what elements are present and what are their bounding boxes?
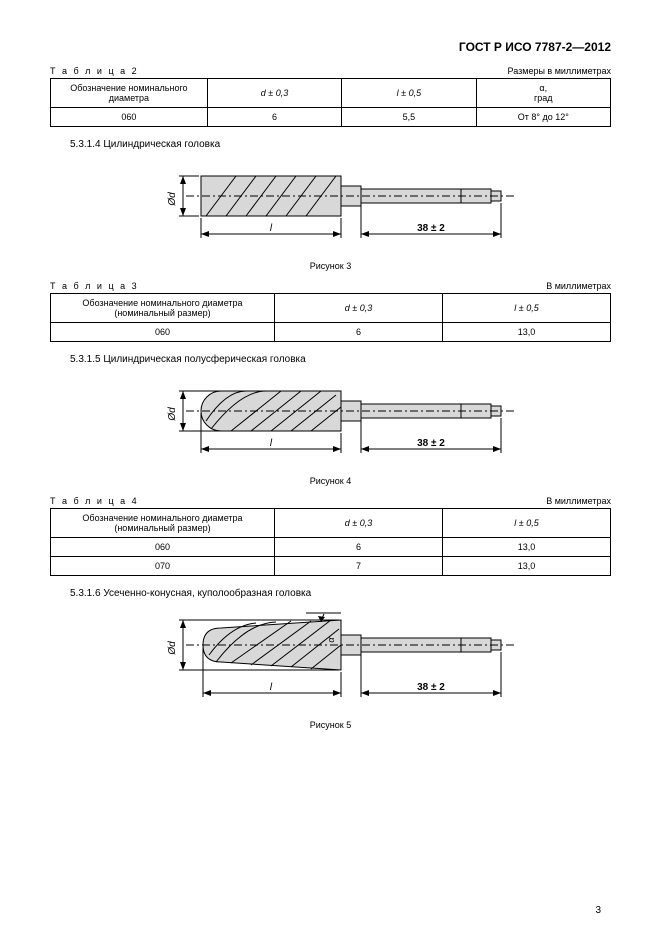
svg-text:Ød: Ød <box>167 407 178 422</box>
svg-text:α: α <box>326 637 336 643</box>
table4-h1: Обозначение номинального диаметра (номин… <box>51 509 275 538</box>
table2-units: Размеры в миллиметрах <box>508 66 611 76</box>
table3-units: В миллиметрах <box>546 281 611 291</box>
svg-text:38 ± 2: 38 ± 2 <box>417 438 445 449</box>
cell: 070 <box>51 557 275 576</box>
table-row: Обозначение номинального диаметра d ± 0,… <box>51 79 611 108</box>
table3-h1: Обозначение номинального диаметра (номин… <box>51 294 275 323</box>
cell: 6 <box>275 323 443 342</box>
table-row: Обозначение номинального диаметра (номин… <box>51 294 611 323</box>
svg-text:Ød: Ød <box>167 192 178 207</box>
svg-text:l: l <box>269 682 272 693</box>
table3: Обозначение номинального диаметра (номин… <box>50 293 611 342</box>
table3-h2: d ± 0,3 <box>275 294 443 323</box>
svg-text:38 ± 2: 38 ± 2 <box>417 682 445 693</box>
cell: 060 <box>51 108 208 127</box>
section-5316-title: 5.3.1.6 Усеченно-конусная, куполообразна… <box>70 588 611 599</box>
cell: 6 <box>275 538 443 557</box>
page-number: 3 <box>595 905 601 916</box>
cell: 13,0 <box>443 557 611 576</box>
svg-text:38 ± 2: 38 ± 2 <box>417 223 445 234</box>
table4-h3: l ± 0,5 <box>443 509 611 538</box>
table-row: Обозначение номинального диаметра (номин… <box>51 509 611 538</box>
figure-4-caption: Рисунок 4 <box>50 476 611 486</box>
doc-header: ГОСТ Р ИСО 7787-2—2012 <box>50 40 611 54</box>
table2-caption: Т а б л и ц а 2 Размеры в миллиметрах <box>50 66 611 76</box>
svg-text:l: l <box>269 438 272 449</box>
cell: 13,0 <box>443 323 611 342</box>
table-row: 060 6 13,0 <box>51 538 611 557</box>
table-row: 060 6 13,0 <box>51 323 611 342</box>
table-row: 070 7 13,0 <box>51 557 611 576</box>
table3-caption: Т а б л и ц а 3 В миллиметрах <box>50 281 611 291</box>
table4-units: В миллиметрах <box>546 496 611 506</box>
figure-4: l 38 ± 2 Ød <box>50 371 611 474</box>
cell: 13,0 <box>443 538 611 557</box>
svg-text:Ød: Ød <box>167 641 178 656</box>
svg-text:l: l <box>269 223 272 234</box>
cell: 060 <box>51 323 275 342</box>
cell: 5,5 <box>342 108 476 127</box>
table4: Обозначение номинального диаметра (номин… <box>50 508 611 576</box>
table2-label: Т а б л и ц а 2 <box>50 66 139 76</box>
section-5315-title: 5.3.1.5 Цилиндрическая полусферическая г… <box>70 354 611 365</box>
table4-caption: Т а б л и ц а 4 В миллиметрах <box>50 496 611 506</box>
cell: 6 <box>207 108 341 127</box>
table2-h4: α, град <box>476 79 610 108</box>
table-row: 060 6 5,5 От 8° до 12° <box>51 108 611 127</box>
table2-h2: d ± 0,3 <box>207 79 341 108</box>
table3-label: Т а б л и ц а 3 <box>50 281 139 291</box>
table4-h2: d ± 0,3 <box>275 509 443 538</box>
page: ГОСТ Р ИСО 7787-2—2012 Т а б л и ц а 2 Р… <box>0 0 661 936</box>
cell: От 8° до 12° <box>476 108 610 127</box>
figure-5-caption: Рисунок 5 <box>50 720 611 730</box>
figure-3: l 38 ± 2 Ød <box>50 156 611 259</box>
figure-3-caption: Рисунок 3 <box>50 261 611 271</box>
figure-5: α l 38 ± 2 Ød <box>50 605 611 718</box>
table2-h1: Обозначение номинального диаметра <box>51 79 208 108</box>
section-5314-title: 5.3.1.4 Цилиндрическая головка <box>70 139 611 150</box>
cell: 7 <box>275 557 443 576</box>
cell: 060 <box>51 538 275 557</box>
table3-h3: l ± 0,5 <box>443 294 611 323</box>
table2-h3: l ± 0,5 <box>342 79 476 108</box>
table2: Обозначение номинального диаметра d ± 0,… <box>50 78 611 127</box>
table4-label: Т а б л и ц а 4 <box>50 496 139 506</box>
